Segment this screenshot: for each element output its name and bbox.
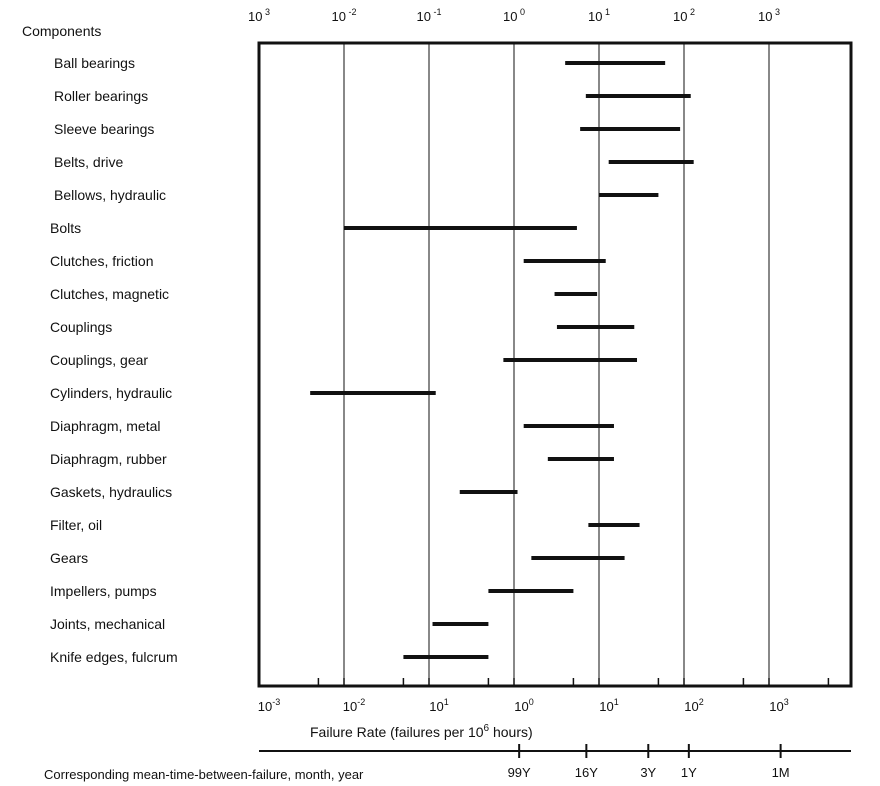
category-labels: Ball bearings Roller bearings Sleeve beari… bbox=[50, 55, 178, 665]
category-label-10: Cylinders, hydraulic bbox=[50, 385, 172, 401]
top-tick-label-5: 10 2 bbox=[673, 7, 695, 24]
bottom-minor-ticks bbox=[317, 678, 830, 686]
top-tick-label-3: 10 0 bbox=[503, 7, 525, 24]
bottom-tick-label-2: 101 bbox=[429, 697, 448, 714]
category-label-14: Filter, oil bbox=[50, 517, 102, 533]
category-label-2: Sleeve bearings bbox=[54, 121, 154, 137]
category-header: Components bbox=[22, 23, 101, 39]
mtbf-axis-label: Corresponding mean-time-between-failure,… bbox=[44, 767, 364, 782]
top-tick-label-1: 10 -2 bbox=[332, 7, 357, 24]
mtbf-tick-label-4: 1M bbox=[772, 765, 790, 780]
top-tick-label-0: 10 3 bbox=[248, 7, 270, 24]
category-label-6: Clutches, friction bbox=[50, 253, 153, 269]
plot-frame bbox=[257, 41, 853, 688]
top-tick-label-6: 10 3 bbox=[758, 7, 780, 24]
category-label-8: Couplings bbox=[50, 319, 112, 335]
top-tick-label-4: 10 1 bbox=[588, 7, 610, 24]
mtbf-ticks: 99Y 16Y 3Y 1Y 1M bbox=[508, 744, 790, 780]
category-label-12: Diaphragm, rubber bbox=[50, 451, 167, 467]
category-label-18: Knife edges, fulcrum bbox=[50, 649, 178, 665]
category-label-5: Bolts bbox=[50, 220, 81, 236]
bottom-tick-label-0: 10-3 bbox=[258, 697, 280, 714]
category-label-1: Roller bearings bbox=[54, 88, 148, 104]
x-axis-label: Failure Rate (failures per 106 hours) bbox=[310, 723, 533, 740]
category-label-7: Clutches, magnetic bbox=[50, 286, 169, 302]
bottom-tick-label-4: 101 bbox=[599, 697, 618, 714]
category-label-11: Diaphragm, metal bbox=[50, 418, 161, 434]
category-label-15: Gears bbox=[50, 550, 88, 566]
mtbf-tick-label-3: 1Y bbox=[681, 765, 697, 780]
category-label-3: Belts, drive bbox=[54, 154, 123, 170]
mtbf-tick-label-1: 16Y bbox=[575, 765, 598, 780]
bottom-tick-label-6: 103 bbox=[769, 697, 788, 714]
category-label-13: Gaskets, hydraulics bbox=[50, 484, 172, 500]
top-tick-labels: 10 3 10 -2 10 -1 10 0 10 1 10 2 10 3 bbox=[248, 7, 780, 24]
category-label-16: Impellers, pumps bbox=[50, 583, 157, 599]
range-bars bbox=[310, 61, 694, 659]
mtbf-tick-label-2: 3Y bbox=[640, 765, 656, 780]
mtbf-tick-label-0: 99Y bbox=[508, 765, 531, 780]
bottom-tick-label-5: 102 bbox=[684, 697, 703, 714]
category-label-17: Joints, mechanical bbox=[50, 616, 165, 632]
category-label-9: Couplings, gear bbox=[50, 352, 148, 368]
top-tick-label-2: 10 -1 bbox=[417, 7, 442, 24]
category-label-0: Ball bearings bbox=[54, 55, 135, 71]
vertical-gridlines bbox=[343, 43, 770, 686]
bottom-tick-labels: 10-3 10-2 101 100 101 102 103 bbox=[258, 697, 789, 714]
bottom-tick-label-1: 10-2 bbox=[343, 697, 365, 714]
category-label-4: Bellows, hydraulic bbox=[54, 187, 166, 203]
bottom-tick-label-3: 100 bbox=[514, 697, 533, 714]
